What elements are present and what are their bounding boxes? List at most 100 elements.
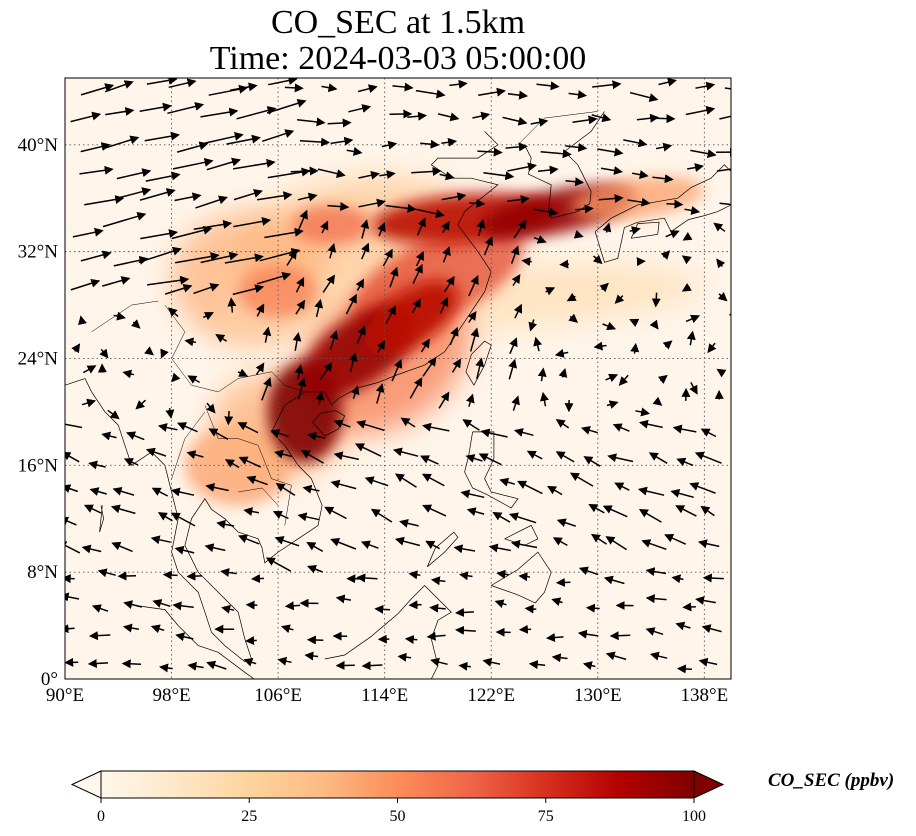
wind-arrow	[695, 81, 716, 91]
wind-arrow	[662, 340, 673, 350]
map-frame	[64, 77, 732, 680]
wind-arrow	[554, 348, 569, 358]
wind-arrow	[350, 385, 360, 400]
wind-arrow	[216, 519, 235, 529]
wind-arrow	[266, 98, 307, 114]
wind-arrow	[159, 663, 173, 673]
wind-arrow	[675, 621, 691, 631]
wind-arrow	[329, 330, 339, 350]
wind-arrow	[71, 343, 81, 354]
wind-arrow	[294, 364, 304, 380]
wind-arrow	[391, 358, 403, 382]
lat-tick-label: 40°N	[18, 135, 59, 156]
wind-arrow	[202, 312, 214, 321]
wind-arrow	[65, 592, 80, 602]
wind-arrow	[695, 596, 716, 605]
wind-arrow	[174, 252, 220, 264]
wind-arrow	[91, 604, 109, 613]
wind-arrow	[430, 657, 448, 667]
wind-arrow	[83, 504, 102, 514]
lon-tick-label: 90°E	[46, 685, 84, 706]
wind-arrow	[707, 342, 717, 354]
wind-arrow	[422, 422, 450, 432]
wind-arrow	[174, 192, 202, 202]
wind-arrow	[682, 602, 696, 612]
wind-arrow	[333, 419, 351, 429]
wind-arrow	[333, 451, 359, 461]
wind-arrow	[174, 545, 195, 555]
wind-arrow	[233, 216, 272, 228]
wind-arrow	[682, 232, 693, 241]
wind-vectors	[65, 78, 731, 674]
wind-arrow	[532, 207, 559, 217]
wind-arrow	[505, 142, 528, 152]
wind-arrow	[572, 115, 598, 125]
wind-arrow	[408, 570, 421, 580]
colorbar-gradient	[101, 771, 694, 798]
wind-arrow	[494, 599, 507, 609]
wind-arrow	[164, 283, 193, 295]
wind-arrow	[122, 369, 135, 379]
wind-arrow	[546, 633, 564, 643]
wind-arrow	[472, 111, 491, 121]
wind-arrow	[645, 567, 667, 577]
lon-tick-label: 130°E	[574, 685, 622, 706]
wind-arrow	[462, 419, 480, 431]
wind-arrow	[675, 505, 697, 517]
wind-arrow	[444, 275, 455, 293]
wind-arrow	[496, 569, 509, 579]
wind-arrow	[551, 597, 563, 607]
wind-arrow	[101, 276, 131, 287]
wind-arrow	[569, 472, 594, 487]
wind-arrow	[172, 601, 194, 611]
colorbar-title: CO_SEC (ppbv)	[768, 770, 895, 791]
wind-arrow	[635, 407, 651, 417]
wind-arrow	[392, 82, 414, 92]
wind-arrow	[477, 147, 503, 157]
wind-arrow	[256, 272, 292, 285]
wind-arrow	[409, 377, 423, 399]
wind-arrow	[232, 284, 265, 296]
wind-arrow	[482, 657, 501, 667]
wind-arrow	[355, 278, 365, 291]
wind-arrow	[717, 292, 728, 302]
wind-arrow	[327, 118, 352, 128]
wind-arrow	[284, 83, 304, 93]
wind-arrow	[107, 409, 120, 420]
wind-arrow	[664, 533, 687, 545]
title-line2: Time: 2024-03-03 05:00:00	[209, 40, 587, 77]
wind-arrow	[605, 373, 619, 383]
wind-arrow	[537, 165, 559, 175]
wind-arrow	[605, 651, 627, 661]
wind-arrow	[330, 136, 354, 146]
wind-arrow	[558, 368, 568, 378]
wind-arrow	[407, 111, 428, 121]
wind-arrow	[627, 197, 651, 207]
wind-arrow	[590, 533, 608, 545]
wind-arrow	[144, 131, 180, 142]
coastline-10	[324, 585, 452, 679]
wind-arrow	[689, 482, 716, 494]
wind-arrow	[206, 402, 216, 414]
wind-arrow	[99, 348, 109, 359]
wind-arrow	[150, 624, 165, 634]
wind-arrow	[513, 303, 523, 319]
map-area	[65, 78, 731, 679]
wind-arrow	[394, 536, 420, 547]
wind-arrow	[602, 222, 612, 233]
wind-arrow	[602, 505, 628, 518]
wind-arrow	[195, 195, 228, 209]
wind-arrow	[284, 601, 301, 611]
wind-arrow	[361, 242, 370, 260]
wind-arrow	[292, 332, 302, 351]
wind-arrow	[419, 455, 439, 465]
wind-arrow	[415, 89, 446, 99]
wind-arrow	[597, 147, 624, 157]
lat-tick-label: 24°N	[18, 348, 59, 369]
wind-arrow	[167, 102, 205, 115]
wind-arrow	[694, 451, 722, 464]
wind-arrow	[455, 607, 474, 617]
wind-arrow	[511, 274, 521, 287]
wind-arrow	[478, 87, 506, 97]
